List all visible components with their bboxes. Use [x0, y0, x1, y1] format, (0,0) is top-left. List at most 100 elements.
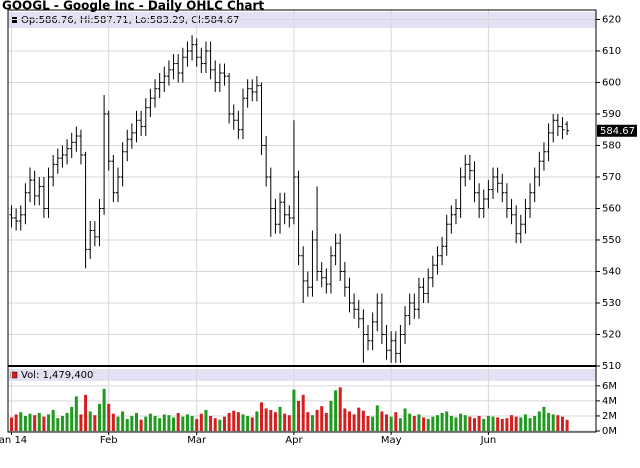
volume-bar: [264, 408, 268, 431]
volume-bar: [301, 394, 305, 431]
volume-bar: [260, 402, 264, 431]
volume-bar: [204, 409, 208, 431]
volume-bar: [176, 412, 180, 431]
volume-bar: [37, 412, 41, 431]
volume-bar: [273, 412, 277, 431]
volume-bar: [380, 411, 384, 431]
volume-bar: [121, 411, 125, 431]
y-tick-label: 4M: [602, 396, 617, 407]
volume-bar: [375, 405, 379, 431]
volume-bar: [278, 406, 282, 431]
volume-bar: [357, 407, 361, 431]
volume-bar: [227, 412, 231, 431]
volume-bar: [412, 415, 416, 431]
y-tick-label: 6M: [602, 381, 617, 392]
volume-bar: [172, 417, 176, 431]
volume-bar: [320, 406, 324, 431]
volume-bar: [537, 411, 541, 431]
plot-frame: [7, 9, 597, 433]
volume-bar: [144, 416, 148, 431]
volume-bar: [398, 418, 402, 431]
volume-bar: [417, 414, 421, 431]
volume-legend-band: [8, 369, 596, 381]
volume-bar: [23, 415, 27, 431]
volume-bar: [107, 403, 111, 431]
y-tick-label: 580: [602, 140, 621, 151]
price-legend-band: [8, 12, 596, 28]
volume-bar: [422, 417, 426, 431]
volume-bar: [42, 416, 46, 431]
volume-bar: [195, 418, 199, 431]
volume-bar: [10, 417, 13, 431]
volume-bar: [449, 415, 453, 431]
volume-bar: [394, 412, 398, 431]
volume-bar: [236, 412, 240, 431]
volume-bar: [250, 417, 254, 431]
volume-bar: [232, 410, 236, 431]
y-tick-label: 2M: [602, 411, 617, 422]
y-tick-label: 570: [602, 172, 621, 183]
volume-bar: [116, 416, 120, 431]
volume-bar: [454, 417, 458, 431]
volume-bar: [287, 415, 291, 431]
volume-bar: [468, 416, 472, 431]
price-legend-swatch: [11, 17, 17, 23]
volume-bar: [486, 415, 490, 431]
volume-bar: [445, 411, 449, 431]
volume-bar: [60, 415, 64, 431]
volume-bar: [162, 414, 166, 431]
volume-bar: [440, 412, 444, 431]
volume-bar: [139, 419, 143, 431]
y-tick-label: 560: [602, 203, 621, 214]
last-price-tag: [597, 124, 637, 137]
volume-bar: [190, 415, 194, 431]
volume-bar: [334, 390, 338, 431]
volume-bar: [97, 403, 101, 431]
volume-bar: [148, 413, 152, 431]
volume-bar: [352, 414, 356, 431]
x-tick-label: Jun: [480, 435, 497, 446]
volume-bar: [153, 415, 157, 431]
volume-legend: Vol: 1,479,400: [21, 370, 93, 381]
volume-bar: [218, 419, 222, 431]
volume-bar: [47, 414, 51, 431]
volume-bar: [51, 409, 55, 431]
volume-bar: [482, 418, 486, 431]
y-tick-label: 530: [602, 298, 621, 309]
y-tick-label: 620: [602, 14, 621, 25]
volume-bar: [209, 415, 213, 431]
x-tick-label: Mar: [187, 435, 207, 446]
volume-bar: [222, 416, 226, 431]
chart-title: GOOGL - Google Inc - Daily OHLC Chart: [2, 0, 264, 13]
volume-bar: [338, 387, 342, 431]
volume-bar: [125, 418, 129, 431]
volume-bar: [324, 412, 328, 431]
volume-bar: [185, 414, 189, 431]
volume-bar: [74, 396, 78, 431]
volume-bar: [565, 419, 569, 431]
volume-bar: [241, 414, 245, 431]
volume-bar: [477, 415, 481, 431]
marks: [9, 35, 570, 431]
volume-bar: [343, 408, 347, 431]
volume-bar: [111, 413, 115, 431]
volume-bar: [366, 415, 370, 431]
volume-bar: [361, 410, 365, 431]
volume-bar: [255, 411, 259, 431]
y-tick-label: 0M: [602, 426, 617, 437]
volume-bar: [510, 415, 514, 431]
x-tick-label: Jan 14: [0, 435, 27, 446]
volume-bar: [491, 416, 495, 431]
volume-bar: [523, 414, 527, 431]
x-tick-label: Feb: [100, 435, 118, 446]
volume-bar: [56, 418, 60, 431]
volume-bar: [292, 389, 296, 431]
volume-bar: [135, 412, 139, 431]
volume-bar: [130, 415, 134, 431]
grid: [8, 10, 596, 432]
volume-bar: [33, 415, 37, 431]
volume-bar: [500, 418, 504, 431]
volume-bar: [542, 406, 546, 431]
volume-bar: [19, 412, 23, 431]
volume-bar: [385, 414, 389, 431]
